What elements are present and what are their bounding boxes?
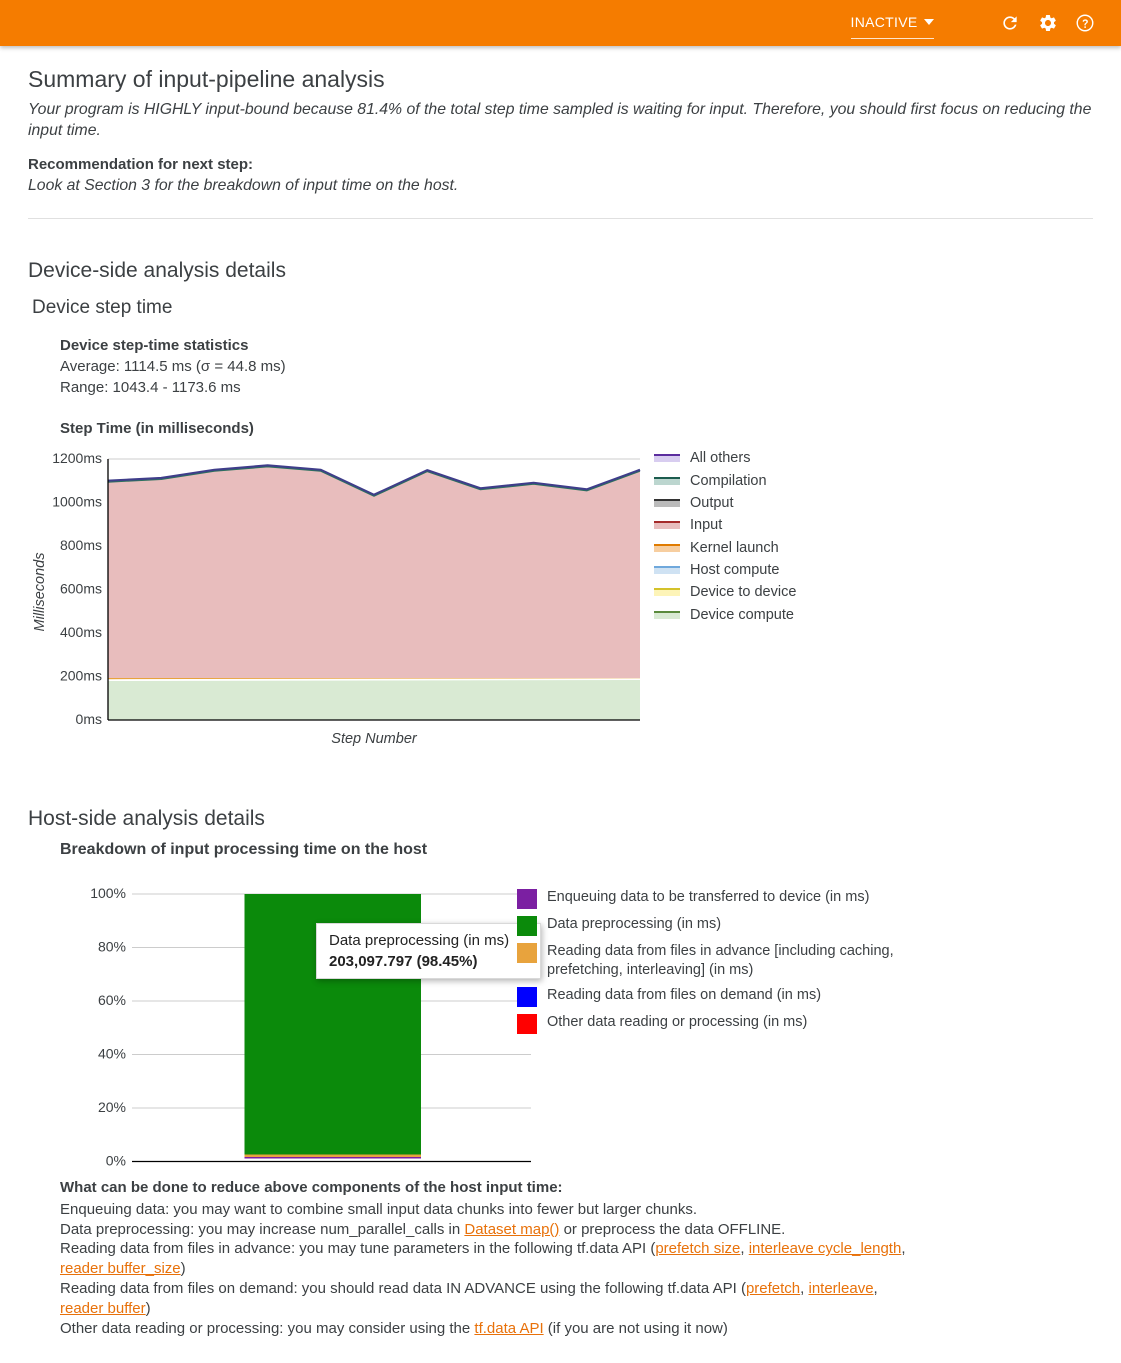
svg-text:Step Number: Step Number (331, 731, 418, 747)
svg-text:0ms: 0ms (76, 711, 102, 727)
svg-text:60%: 60% (98, 992, 126, 1008)
svg-text:400ms: 400ms (60, 624, 102, 640)
svg-text:600ms: 600ms (60, 580, 102, 596)
svg-text:100%: 100% (90, 888, 126, 901)
svg-text:800ms: 800ms (60, 537, 102, 553)
svg-text:1200ms: 1200ms (52, 450, 102, 466)
svg-text:Milliseconds: Milliseconds (32, 552, 48, 631)
svg-text:1000ms: 1000ms (52, 493, 102, 509)
svg-text:0%: 0% (106, 1152, 126, 1168)
svg-text:40%: 40% (98, 1045, 126, 1061)
svg-text:200ms: 200ms (60, 667, 102, 683)
svg-text:80%: 80% (98, 938, 126, 954)
svg-text:20%: 20% (98, 1099, 126, 1115)
